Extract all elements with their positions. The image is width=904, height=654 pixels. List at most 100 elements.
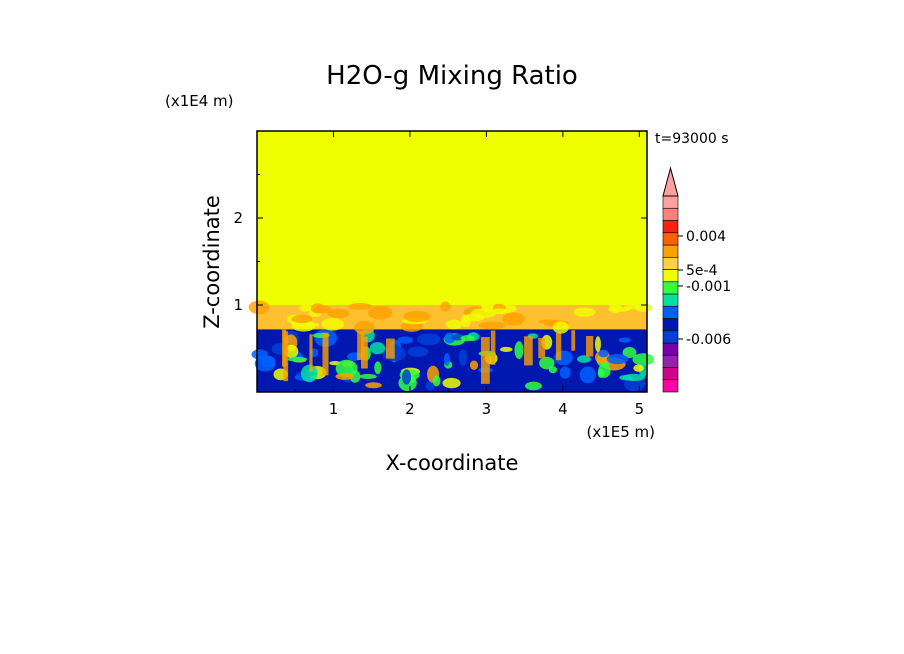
- texture-blob: [359, 373, 377, 380]
- plume: [571, 330, 576, 351]
- transition-wisp: [445, 319, 463, 330]
- chart-title: H2O-g Mixing Ratio: [326, 61, 578, 91]
- transition-wisp: [248, 300, 270, 315]
- transition-wisp: [354, 320, 375, 335]
- transition-wisp: [607, 307, 631, 312]
- colorbar-segment: [662, 354, 679, 368]
- x-tick-label: 3: [482, 400, 492, 418]
- colorbar-segment: [662, 269, 679, 283]
- transition-wisp: [552, 321, 569, 334]
- colorbar-label: 5e-4: [686, 263, 718, 279]
- texture-blob: [622, 373, 646, 382]
- texture-blob: [632, 353, 655, 366]
- plume: [538, 338, 546, 359]
- transition-wisp: [470, 308, 496, 319]
- texture-blob: [432, 375, 441, 387]
- x-axis-label: X-coordinate: [386, 451, 519, 475]
- transition-wisp: [327, 308, 350, 319]
- plume: [281, 329, 287, 367]
- texture-blob: [261, 355, 276, 368]
- colorbar-segment: [662, 256, 679, 270]
- texture-blob: [402, 369, 412, 385]
- texture-blob: [577, 355, 591, 363]
- plume: [480, 337, 490, 384]
- colorbar-segment: [662, 367, 679, 381]
- y-axis-ticks: 12: [233, 174, 647, 349]
- plume: [524, 336, 533, 366]
- colorbar-segment: [662, 207, 679, 221]
- transition-wisp: [440, 301, 451, 312]
- texture-blob: [365, 382, 382, 389]
- plume: [357, 331, 365, 360]
- transition-wisp: [481, 298, 494, 312]
- texture-blob: [369, 342, 386, 355]
- texture-blob: [335, 373, 354, 380]
- colorbar-segment: [662, 244, 679, 258]
- y-unit-label: (x1E4 m): [165, 92, 234, 110]
- y-axis-label: Z-coordinate: [200, 195, 224, 329]
- texture-blob: [397, 336, 413, 344]
- texture-blob: [579, 366, 596, 384]
- texture-blob: [606, 353, 629, 365]
- x-tick-label: 1: [329, 400, 339, 418]
- texture-blob: [374, 361, 382, 375]
- texture-blob: [633, 364, 644, 372]
- texture-blob: [594, 336, 602, 353]
- plume: [386, 338, 395, 359]
- colorbar: [662, 166, 679, 393]
- texture-blob: [425, 380, 435, 391]
- texture-blob: [443, 353, 451, 366]
- texture-blob: [442, 377, 461, 389]
- colorbar-labels: 0.004 5e-4-0.001 -0.006: [678, 229, 731, 348]
- colorbar-segment: [662, 318, 679, 332]
- texture-blob: [469, 360, 479, 370]
- colorbar-segment: [662, 330, 679, 344]
- colorbar-segment: [662, 195, 679, 209]
- transition-wisp: [367, 305, 393, 320]
- colorbar-segment: [662, 220, 679, 234]
- plume: [309, 334, 313, 372]
- texture-blob: [460, 335, 475, 342]
- y-tick-label: 2: [233, 209, 243, 227]
- plume: [555, 332, 562, 361]
- texture-blob: [300, 364, 318, 383]
- transition-wisp: [348, 303, 373, 310]
- colorbar-label: 0.004: [686, 229, 726, 245]
- transition-wisp: [573, 307, 596, 317]
- texture-blob: [598, 363, 611, 378]
- texture-blob: [349, 370, 361, 383]
- transition-wisp: [298, 322, 320, 327]
- texture-blob: [458, 349, 468, 366]
- transition-wisp: [310, 303, 325, 314]
- texture-blob: [559, 366, 571, 379]
- x-axis-ticks: 1 2 3 4 5: [294, 131, 645, 418]
- colorbar-segment: [662, 379, 679, 393]
- texture-blob: [618, 337, 631, 343]
- colorbar-extend-arrow: [662, 166, 679, 197]
- transition-wisp: [478, 321, 506, 330]
- colorbar-segment: [662, 281, 679, 295]
- texture-blob: [500, 346, 513, 353]
- plume: [586, 336, 594, 357]
- texture-blob: [407, 346, 429, 358]
- transition-wisp: [624, 304, 649, 310]
- transition-wisp: [403, 310, 431, 323]
- colorbar-label: -0.006: [686, 332, 731, 348]
- transition-wisp: [502, 312, 526, 326]
- texture-blob: [524, 381, 542, 391]
- x-tick-label: 5: [635, 400, 645, 418]
- texture-blob: [539, 356, 555, 370]
- texture-blob: [598, 349, 609, 358]
- heatmap-field: [248, 131, 655, 392]
- transition-wisp: [299, 303, 312, 312]
- colorbar-label: -0.001: [686, 279, 731, 295]
- plume: [490, 330, 496, 365]
- texture-blob: [622, 346, 637, 358]
- region-upper: [257, 131, 647, 305]
- colorbar-segment: [662, 293, 679, 307]
- x-tick-label: 4: [558, 400, 568, 418]
- colorbar-segment: [662, 232, 679, 246]
- texture-blob: [514, 341, 524, 360]
- colorbar-segment: [662, 305, 679, 319]
